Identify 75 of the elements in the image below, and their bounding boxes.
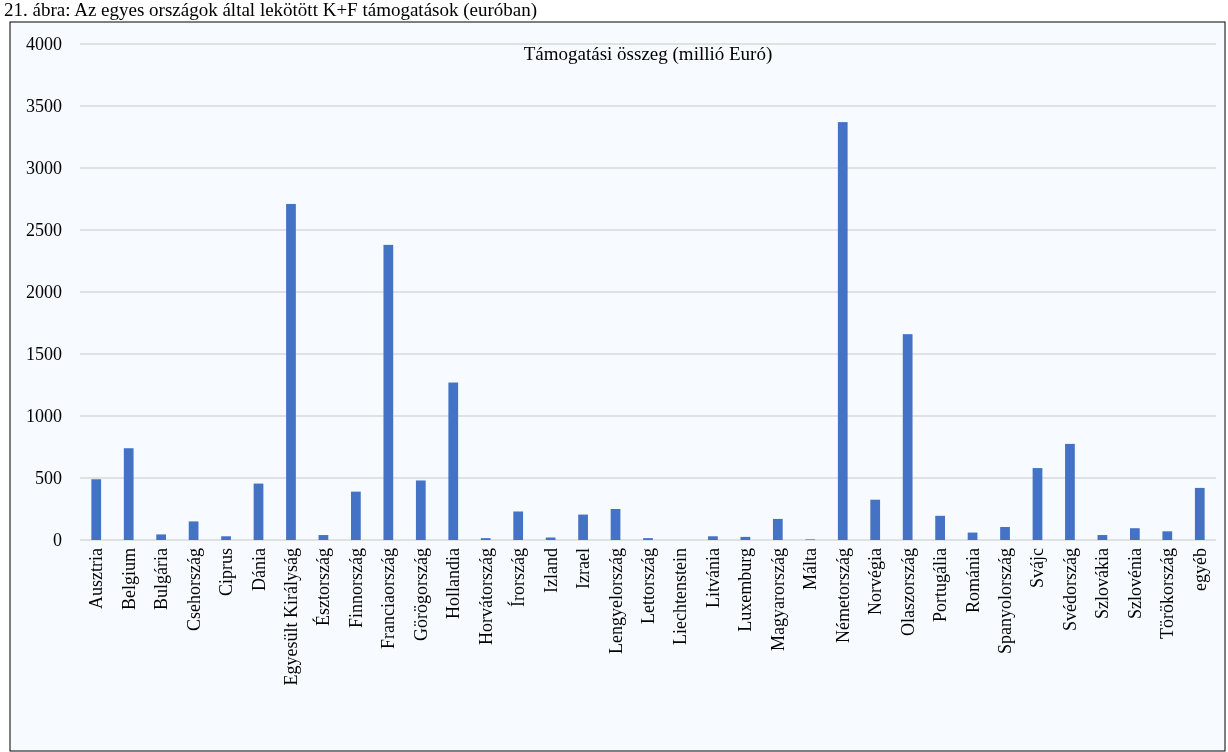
x-tick-label: Dánia: [248, 548, 269, 591]
x-tick-label: Svédország: [1059, 548, 1080, 631]
bar: [188, 521, 199, 540]
x-tick-label: Olaszország: [897, 548, 918, 636]
x-tick-label: Magyarország: [767, 548, 788, 651]
x-tick-label: Csehország: [183, 548, 204, 631]
x-tick-label: Görögország: [410, 548, 431, 641]
y-tick-label: 1000: [26, 406, 62, 426]
bar: [221, 536, 231, 540]
x-tick-label: Románia: [962, 548, 983, 613]
chart-title: 21. ábra: Az egyes országok által lekötött K+F támogatások (euróban): [4, 0, 538, 21]
x-tick-label: Ausztria: [86, 548, 107, 609]
bar: [123, 448, 134, 540]
x-tick-label: Lettország: [638, 548, 658, 624]
bar: [415, 480, 426, 540]
x-tick-label: Írország: [507, 548, 529, 607]
bar: [286, 203, 296, 540]
x-tick-label: Szlovákia: [1092, 547, 1113, 619]
bar: [448, 382, 459, 540]
bar: [902, 334, 913, 540]
x-tick-label: Hollandia: [443, 547, 464, 619]
bar: [1000, 526, 1010, 540]
x-tick-label: Lengyelország: [605, 548, 626, 654]
x-tick-label: Belgium: [118, 548, 139, 610]
bar: [935, 515, 945, 540]
y-tick-label: 0: [53, 530, 62, 550]
y-tick-label: 3500: [26, 96, 62, 116]
bar: [383, 244, 394, 540]
bar: [156, 534, 167, 540]
y-tick-label: 1500: [26, 344, 62, 364]
x-tick-label: Izland: [540, 548, 561, 593]
x-tick-label: Izrael: [573, 548, 594, 589]
x-tick-label: Norvégia: [865, 548, 886, 615]
bar: [772, 518, 783, 540]
bar: [1194, 487, 1205, 540]
x-tick-label: Németország: [832, 548, 853, 643]
y-tick-label: 2000: [26, 282, 62, 302]
bar: [1129, 528, 1140, 540]
x-tick-label: Észtország: [312, 548, 334, 626]
x-tick-label: Franciaország: [378, 548, 399, 649]
bar: [1162, 531, 1173, 540]
x-tick-label: Liechtenstein: [670, 548, 691, 645]
y-tick-label: 2500: [26, 220, 62, 240]
x-tick-label: Törökország: [1157, 548, 1178, 639]
bar: [513, 511, 524, 540]
x-tick-label: Ciprus: [216, 548, 237, 597]
x-tick-label: Portugália: [930, 548, 951, 622]
bar: [1097, 535, 1108, 540]
x-tick-label: Svájc: [1027, 548, 1048, 588]
x-tick-label: Horvátország: [475, 548, 496, 645]
y-tick-label: 3000: [26, 158, 62, 178]
y-tick-label: 4000: [26, 34, 62, 54]
y-tick-label: 500: [35, 468, 62, 488]
x-tick-label: Litvánia: [702, 548, 723, 608]
bar: [1032, 468, 1043, 540]
bar: [318, 535, 329, 540]
bar: [708, 536, 718, 540]
bar: [837, 122, 848, 540]
bar: [253, 483, 264, 540]
x-tick-label: Málta: [800, 548, 821, 590]
x-tick-label: Egyesült Királyság: [280, 548, 301, 686]
x-tick-label: Luxemburg: [735, 548, 756, 632]
bar: [610, 509, 621, 540]
x-tick-label: egyéb: [1189, 548, 1210, 591]
bar: [1065, 443, 1075, 540]
bar: [578, 514, 588, 540]
x-tick-label: Spanyolország: [995, 548, 1016, 654]
bar: [740, 536, 751, 540]
x-tick-label: Bulgária: [151, 547, 172, 610]
bar: [351, 491, 361, 540]
bar: [91, 479, 102, 540]
x-tick-label: Finnország: [345, 548, 366, 628]
chart-subtitle: Támogatási összeg (millió Euró): [523, 43, 773, 65]
bar: [870, 499, 881, 540]
x-tick-label: Szlovénia: [1124, 547, 1145, 619]
